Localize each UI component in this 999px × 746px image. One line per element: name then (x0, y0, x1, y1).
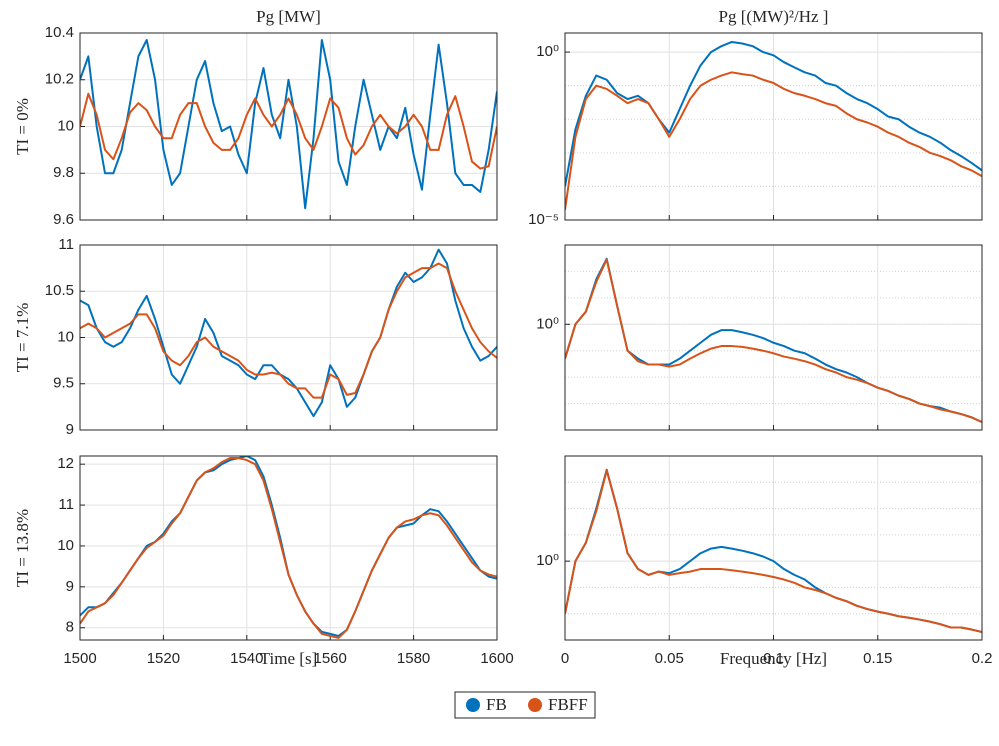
y-tick-label: 12 (57, 455, 74, 472)
x-tick-label: 0.1 (763, 650, 784, 667)
y-tick-label: 10 (57, 117, 74, 134)
series-line (565, 71, 982, 211)
y-tick-label: 9.8 (53, 164, 74, 181)
x-tick-label: 1580 (397, 650, 430, 667)
series-line (565, 258, 982, 423)
y-tick-label: 9 (66, 578, 74, 595)
y-tick-label: 10.2 (45, 71, 74, 88)
y-tick-label: 10⁻⁵ (528, 211, 559, 228)
series-line (80, 248, 497, 418)
x-tick-label: 1540 (230, 650, 263, 667)
x-tick-label: 0.05 (655, 650, 684, 667)
subplot-title: Pg [MW] (256, 7, 321, 26)
y-tick-label: 11 (58, 496, 74, 513)
series-line (565, 40, 982, 187)
x-tick-label: 1520 (147, 650, 180, 667)
y-tick-label: 10⁰ (536, 315, 559, 332)
x-axis-label: Frequency [Hz] (720, 649, 827, 668)
series-line (80, 457, 497, 639)
plot-frame (564, 32, 983, 221)
y-tick-label: 8 (66, 619, 74, 636)
y-tick-label: 10⁰ (536, 43, 559, 60)
legend-marker (466, 698, 480, 712)
y-axis-label: TI = 0% (13, 98, 32, 155)
y-tick-label: 10 (57, 537, 74, 554)
plot-frame (79, 455, 498, 641)
y-tick-label: 10.4 (45, 24, 74, 41)
y-tick-label: 10.5 (45, 282, 74, 299)
x-tick-label: 1560 (314, 650, 347, 667)
y-axis-label: TI = 7.1% (13, 303, 32, 373)
y-tick-label: 10⁰ (536, 552, 559, 569)
x-tick-label: 0 (561, 650, 569, 667)
y-tick-label: 9.5 (53, 375, 74, 392)
y-tick-label: 11 (58, 236, 74, 253)
y-axis-label: TI = 13.8% (13, 509, 32, 587)
plot-frame (564, 244, 983, 431)
series-line (80, 262, 497, 399)
x-axis-label: Time [s] (260, 649, 317, 668)
x-tick-label: 1500 (63, 650, 96, 667)
subplot-title: Pg [(MW)²/Hz ] (719, 7, 829, 26)
y-tick-label: 10 (57, 328, 74, 345)
y-tick-label: 9.6 (53, 211, 74, 228)
series-line (80, 92, 497, 170)
plot-frame (564, 455, 983, 641)
y-tick-label: 9 (66, 421, 74, 438)
plot-frame (79, 244, 498, 431)
plot-frame (79, 32, 498, 221)
series-line (565, 469, 982, 634)
x-tick-label: 0.2 (972, 650, 993, 667)
legend-label: FB (486, 695, 507, 714)
x-tick-label: 1600 (480, 650, 513, 667)
legend-marker (528, 698, 542, 712)
legend-label: FBFF (548, 695, 588, 714)
x-tick-label: 0.15 (863, 650, 892, 667)
